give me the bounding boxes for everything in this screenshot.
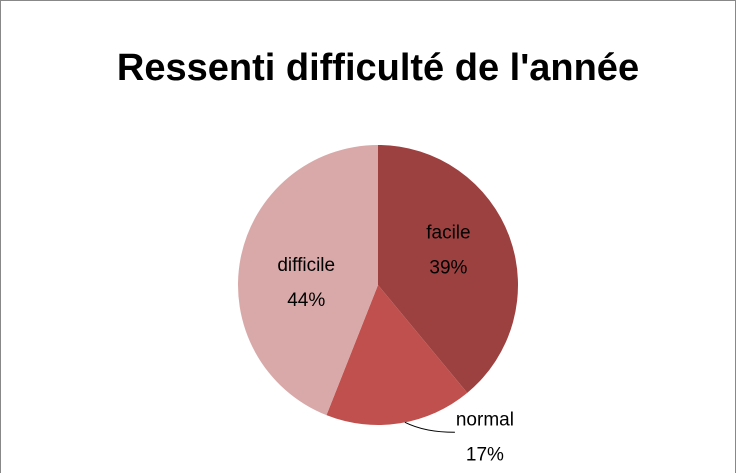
data-label-category: normal <box>456 409 514 430</box>
pie-slice <box>326 285 468 425</box>
data-label-value: 44% <box>287 290 325 311</box>
data-label-value: 17% <box>466 444 504 465</box>
pie-slice <box>237 145 378 416</box>
chart-title: Ressenti difficulté de l'année <box>117 47 639 89</box>
leader-line <box>404 421 455 433</box>
data-label-category: difficile <box>277 255 335 276</box>
pie-slice <box>378 145 519 393</box>
data-label-category: facile <box>426 223 470 244</box>
data-label-value: 39% <box>429 258 467 279</box>
